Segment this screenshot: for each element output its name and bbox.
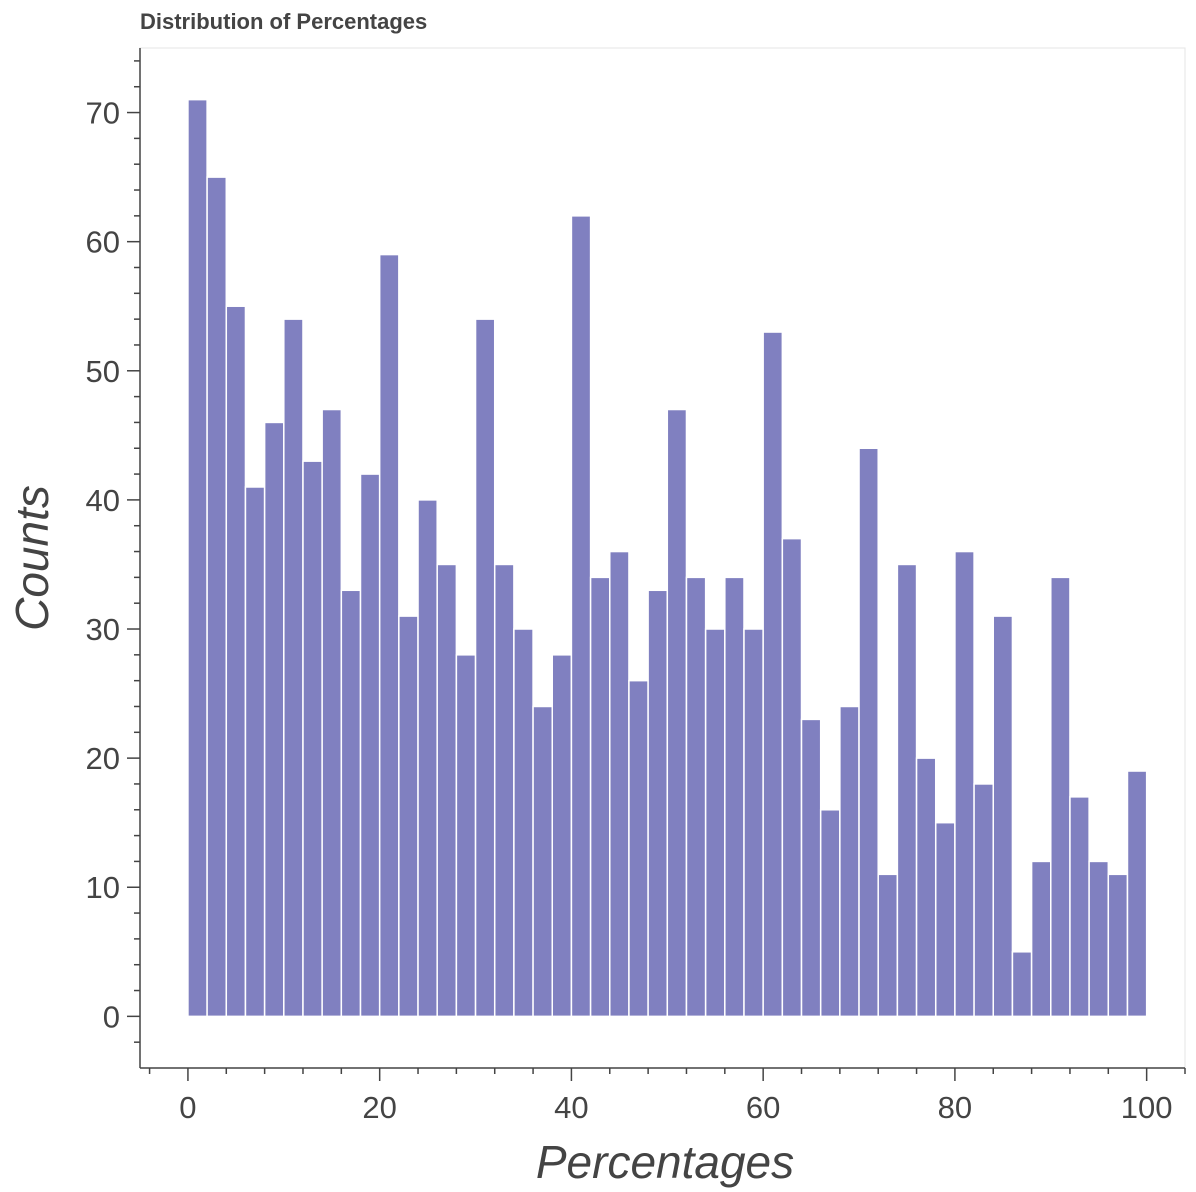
y-axis: 0 10 20 30 40 50 60 70 xyxy=(86,48,141,1068)
x-tick-label: 20 xyxy=(362,1090,396,1125)
bar xyxy=(858,447,879,1018)
bar xyxy=(877,873,899,1018)
x-tick-label: 40 xyxy=(554,1090,588,1125)
bar xyxy=(187,98,208,1018)
bar xyxy=(551,654,573,1018)
bar xyxy=(973,783,995,1018)
bar xyxy=(321,408,343,1018)
x-tick-label: 0 xyxy=(179,1090,196,1125)
bar xyxy=(1030,860,1052,1018)
bar xyxy=(992,615,1014,1018)
bar xyxy=(359,473,381,1018)
bar xyxy=(398,615,419,1018)
bar xyxy=(378,253,400,1018)
bar xyxy=(455,654,477,1018)
y-tick-label: 60 xyxy=(86,225,120,260)
bar xyxy=(532,705,553,1018)
bar xyxy=(244,486,266,1018)
bar xyxy=(609,550,630,1018)
bar xyxy=(954,550,975,1018)
bar xyxy=(570,215,592,1018)
bar xyxy=(1069,796,1090,1018)
x-axis-title: Percentages xyxy=(536,1136,794,1188)
y-tick-label: 70 xyxy=(86,96,120,131)
bars-group xyxy=(187,98,1148,1018)
bar xyxy=(839,705,860,1018)
bar xyxy=(628,679,649,1018)
bar xyxy=(1107,873,1129,1018)
bar xyxy=(685,576,707,1018)
bar xyxy=(934,821,956,1018)
y-tick-label: 10 xyxy=(86,870,120,905)
bar xyxy=(436,563,458,1018)
y-tick-label: 20 xyxy=(86,741,120,776)
y-tick-label: 0 xyxy=(103,999,120,1034)
y-tick-label: 50 xyxy=(86,354,120,389)
bar xyxy=(896,563,918,1018)
bar xyxy=(1126,770,1148,1018)
bar xyxy=(340,589,362,1018)
x-axis: 0 20 40 60 80 100 xyxy=(140,1067,1186,1125)
bar xyxy=(666,408,688,1018)
bar xyxy=(724,576,745,1018)
y-tick-label: 30 xyxy=(86,612,120,647)
bar xyxy=(589,576,611,1018)
bar xyxy=(1088,860,1110,1018)
bar xyxy=(283,318,304,1018)
bar xyxy=(800,718,822,1018)
bar xyxy=(225,305,247,1018)
bar xyxy=(915,757,937,1018)
bar xyxy=(647,589,669,1018)
x-tick-label: 60 xyxy=(746,1090,780,1125)
bar xyxy=(474,318,496,1018)
bar xyxy=(513,628,534,1018)
bar xyxy=(819,809,841,1018)
bar xyxy=(781,537,803,1018)
bar xyxy=(762,331,784,1018)
bar xyxy=(1011,951,1033,1018)
bar xyxy=(704,628,726,1018)
chart-title: Distribution of Percentages xyxy=(140,9,428,34)
bar xyxy=(743,628,764,1018)
y-axis-title: Counts xyxy=(6,485,58,631)
y-tick-label: 40 xyxy=(86,483,120,518)
x-tick-label: 80 xyxy=(938,1090,972,1125)
x-tick-label: 100 xyxy=(1121,1090,1173,1125)
bar xyxy=(417,499,438,1018)
bar xyxy=(263,421,285,1018)
bar xyxy=(1050,576,1071,1018)
bar xyxy=(493,563,515,1018)
bar xyxy=(302,460,323,1018)
bar xyxy=(206,176,228,1018)
